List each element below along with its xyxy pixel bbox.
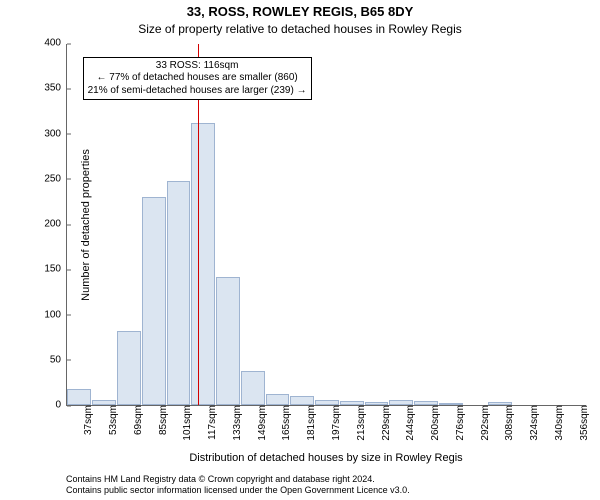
x-tick: 260sqm — [426, 405, 441, 441]
annotation-callout: 33 ROSS: 116sqm ← 77% of detached houses… — [83, 57, 312, 101]
y-tick: 350 — [44, 83, 67, 94]
x-tick: 101sqm — [178, 405, 193, 441]
histogram-bar — [290, 396, 314, 405]
x-tick: 149sqm — [253, 405, 268, 441]
x-tick: 181sqm — [302, 405, 317, 441]
histogram-bar — [117, 331, 141, 405]
chart-subtitle: Size of property relative to detached ho… — [0, 22, 600, 36]
callout-line-3: 21% of semi-detached houses are larger (… — [88, 85, 307, 98]
plot-area: 33 ROSS: 116sqm ← 77% of detached houses… — [66, 44, 586, 406]
x-tick: 356sqm — [575, 405, 590, 441]
x-tick: 69sqm — [129, 405, 144, 435]
histogram-bar — [142, 197, 166, 405]
x-tick: 308sqm — [500, 405, 515, 441]
y-tick: 150 — [44, 264, 67, 275]
y-tick: 100 — [44, 309, 67, 320]
callout-line-2: ← 77% of detached houses are smaller (86… — [88, 72, 307, 85]
chart-container: 33, ROSS, ROWLEY REGIS, B65 8DY Size of … — [0, 0, 600, 500]
credits-line-2: Contains public sector information licen… — [66, 485, 586, 496]
y-tick: 0 — [55, 400, 67, 411]
x-tick: 117sqm — [203, 405, 218, 440]
histogram-bar — [167, 181, 191, 405]
page-title: 33, ROSS, ROWLEY REGIS, B65 8DY — [0, 4, 600, 19]
x-tick: 197sqm — [327, 405, 342, 441]
y-tick: 300 — [44, 128, 67, 139]
x-tick: 292sqm — [476, 405, 491, 441]
y-tick: 250 — [44, 173, 67, 184]
x-tick: 229sqm — [377, 405, 392, 441]
histogram-bar — [67, 389, 91, 405]
x-tick: 276sqm — [451, 405, 466, 441]
credits-line-1: Contains HM Land Registry data © Crown c… — [66, 474, 586, 485]
x-tick: 85sqm — [154, 405, 169, 435]
histogram-bar — [191, 123, 215, 405]
y-tick: 200 — [44, 219, 67, 230]
x-tick: 165sqm — [277, 405, 292, 441]
histogram-bar — [216, 277, 240, 406]
x-tick: 340sqm — [550, 405, 565, 441]
callout-line-1: 33 ROSS: 116sqm — [88, 60, 307, 73]
x-tick: 324sqm — [525, 405, 540, 441]
histogram-bar — [241, 371, 265, 405]
x-tick: 133sqm — [228, 405, 243, 441]
x-axis-label: Distribution of detached houses by size … — [66, 452, 586, 464]
x-tick: 244sqm — [401, 405, 416, 441]
x-tick: 213sqm — [352, 405, 367, 441]
y-tick: 400 — [44, 38, 67, 49]
histogram-bar — [266, 394, 290, 405]
x-tick: 37sqm — [79, 405, 94, 435]
y-tick: 50 — [50, 354, 67, 365]
x-tick: 53sqm — [104, 405, 119, 435]
credits: Contains HM Land Registry data © Crown c… — [66, 474, 586, 496]
